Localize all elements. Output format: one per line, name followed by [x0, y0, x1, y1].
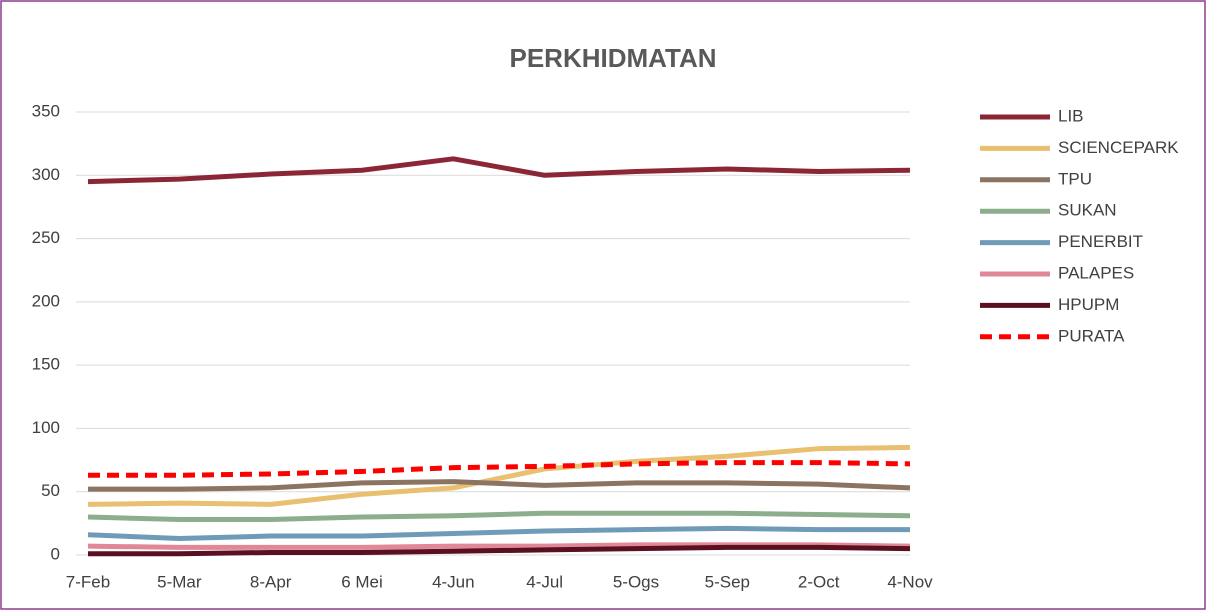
y-tick-label: 100	[32, 418, 60, 437]
x-tick-label: 4-Jun	[432, 572, 475, 591]
x-tick-label: 6 Mei	[341, 572, 383, 591]
legend-label: PENERBIT	[1058, 232, 1143, 251]
series-line	[87, 156, 911, 185]
y-tick-label: 350	[32, 101, 60, 120]
x-tick-label: 4-Nov	[887, 572, 933, 591]
x-tick-label: 2-Oct	[798, 572, 840, 591]
legend-label: TPU	[1058, 169, 1092, 188]
legend-label: SUKAN	[1058, 201, 1117, 220]
legend-label: PALAPES	[1058, 263, 1134, 282]
x-tick-label: 5-Ogs	[613, 572, 659, 591]
x-tick-label: 5-Sep	[705, 572, 750, 591]
series-line	[87, 525, 910, 542]
legend-label: LIB	[1058, 106, 1084, 125]
y-tick-label: 250	[32, 228, 60, 247]
series-line	[88, 544, 911, 557]
y-tick-label: 300	[32, 165, 60, 184]
x-tick-label: 4-Jul	[526, 572, 563, 591]
series-line	[88, 479, 911, 492]
y-tick-label: 200	[32, 291, 60, 310]
series-line	[87, 510, 911, 523]
x-tick-label: 7-Feb	[66, 572, 110, 591]
y-tick-label: 150	[32, 355, 60, 374]
chart-title: PERKHIDMATAN	[509, 43, 716, 73]
series-line	[87, 542, 911, 550]
x-tick-label: 8-Apr	[250, 572, 292, 591]
series-line	[88, 460, 911, 478]
legend-label: HPUPM	[1058, 295, 1119, 314]
y-tick-label: 0	[51, 544, 60, 563]
y-tick-label: 50	[41, 481, 60, 500]
legend-label: PURATA	[1058, 326, 1125, 345]
series-line	[87, 444, 911, 507]
x-tick-label: 5-Mar	[157, 572, 202, 591]
legend-label: SCIENCEPARK	[1058, 138, 1179, 157]
